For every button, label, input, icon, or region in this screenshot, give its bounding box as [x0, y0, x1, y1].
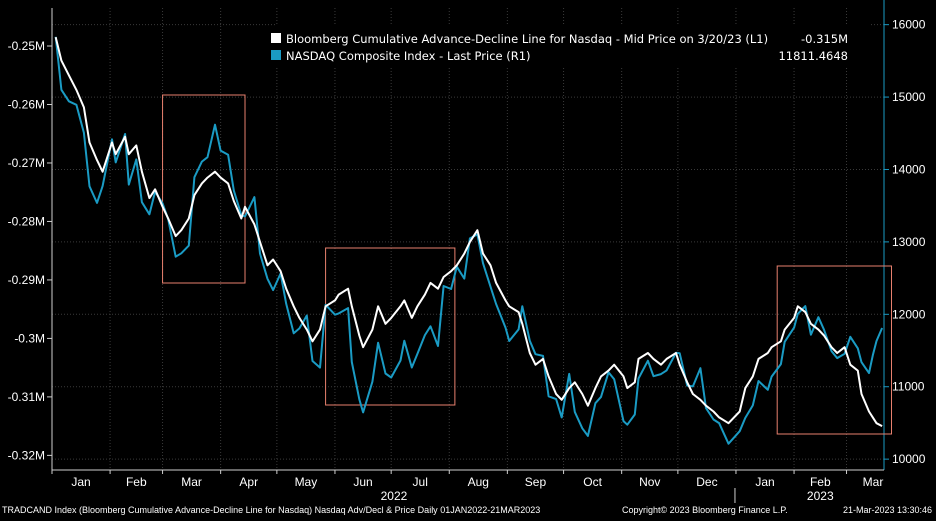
right-tick-label: 10000: [892, 452, 926, 466]
x-tick-label: Oct: [583, 475, 602, 489]
x-tick-label: Sep: [525, 475, 547, 489]
left-tick-label: -0.29M: [8, 273, 45, 287]
left-tick-label: -0.32M: [8, 448, 45, 462]
legend: Bloomberg Cumulative Advance-Decline Lin…: [271, 24, 870, 68]
x-tick-label: Aug: [468, 475, 489, 489]
left-tick-label: -0.28M: [8, 214, 45, 228]
left-tick-label: -0.26M: [8, 97, 45, 111]
legend-background: [276, 24, 870, 68]
x-tick-label: Apr: [239, 475, 258, 489]
highlight-box: [162, 94, 246, 284]
left-tick-label: -0.3M: [14, 331, 45, 345]
legend-value-adl: -0.315M: [801, 32, 848, 46]
right-tick-label: 14000: [892, 162, 926, 176]
highlight-box: [776, 265, 892, 435]
x-tick-label: Feb: [126, 475, 147, 489]
left-tick-label: -0.27M: [8, 156, 45, 170]
x-tick-label: Nov: [639, 475, 660, 489]
x-tick-label: May: [295, 475, 318, 489]
x-tick-label: Feb: [810, 475, 831, 489]
left-tick-label: -0.31M: [8, 390, 45, 404]
legend-swatch-nasdaq: [271, 50, 281, 60]
right-tick-label: 13000: [892, 235, 926, 249]
highlight-boxes: [162, 94, 892, 435]
legend-value-nasdaq: 11811.4648: [778, 49, 848, 63]
series-lines: [54, 36, 884, 445]
right-tick-label: 15000: [892, 90, 926, 104]
x-tick-label: Jul: [413, 475, 428, 489]
x-tick-label: Dec: [696, 475, 717, 489]
year-label: 2023: [807, 489, 834, 503]
left-tick-label: -0.25M: [8, 39, 45, 53]
adl-line: [54, 36, 883, 427]
right-tick-label: 11000: [892, 380, 925, 394]
x-tick-label: Mar: [181, 475, 202, 489]
nasdaq-line: [54, 36, 884, 445]
year-label: 2022: [381, 489, 408, 503]
footer-source: TRADCAND Index (Bloomberg Cumulative Adv…: [2, 505, 541, 515]
x-tick-label: Mar: [863, 475, 884, 489]
x-tick-label: Jun: [353, 475, 372, 489]
legend-swatch-adl: [271, 33, 281, 43]
gridlines: [52, 8, 884, 470]
footer-copyright: Copyright© 2023 Bloomberg Finance L.P.: [622, 505, 788, 515]
right-tick-label: 12000: [892, 307, 926, 321]
x-tick-label: Jan: [755, 475, 774, 489]
right-tick-label: 16000: [892, 18, 926, 32]
legend-label-adl: Bloomberg Cumulative Advance-Decline Lin…: [286, 32, 768, 46]
x-tick-label: Jan: [71, 475, 90, 489]
axes: -0.25M -0.26M -0.27M -0.28M -0.29M -0.3M -0.31…: [8, 0, 926, 503]
highlight-box: [325, 247, 456, 406]
footer-timestamp: 21-Mar-2023 13:30:46: [842, 505, 932, 515]
legend-label-nasdaq: NASDAQ Composite Index - Last Price (R1): [286, 49, 531, 63]
